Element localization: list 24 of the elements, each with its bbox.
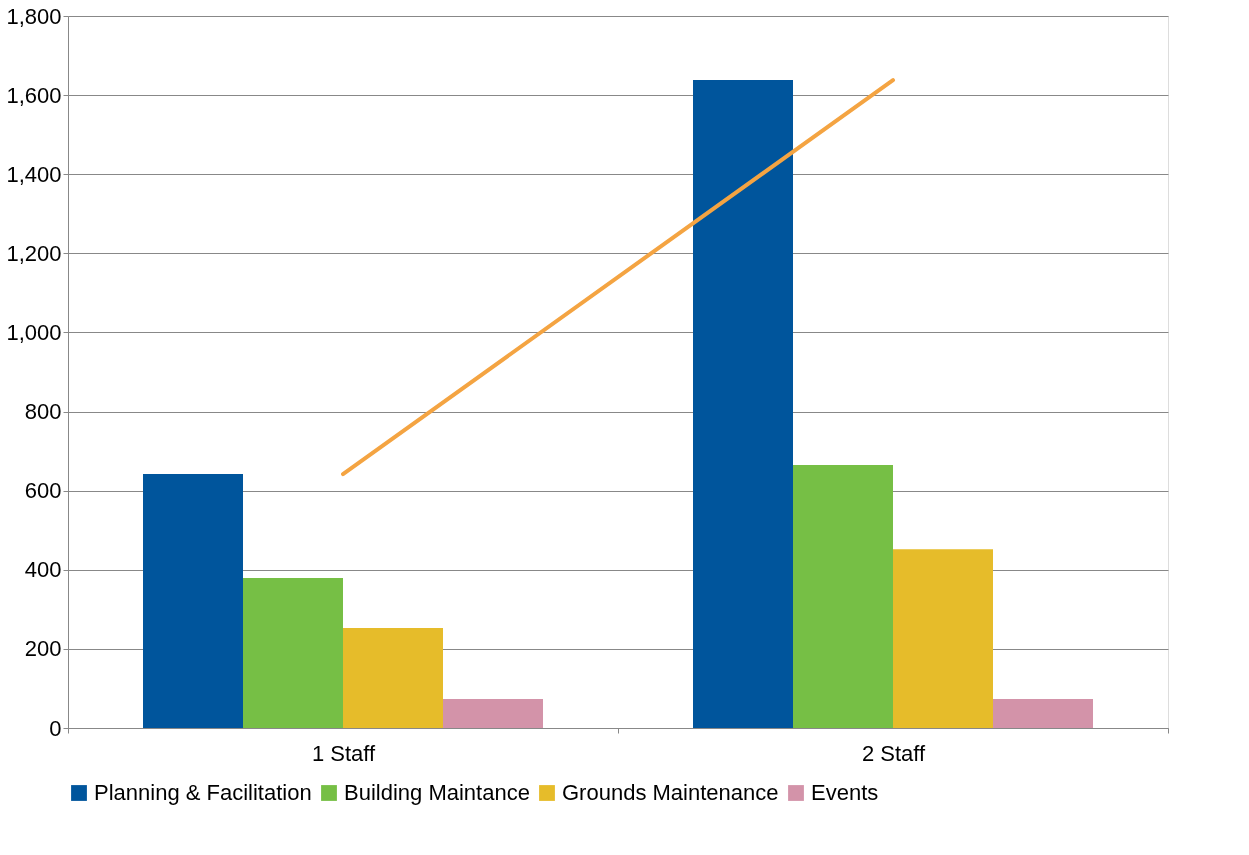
- bar: [143, 474, 243, 728]
- bar: [243, 578, 343, 728]
- y-tick-label: 1,800: [6, 3, 62, 29]
- x-tick-label: 1 Staff: [311, 740, 376, 766]
- y-tick-label: 600: [24, 478, 62, 504]
- x-tick-label: 2 Staff: [861, 740, 926, 766]
- legend-label: Events: [811, 780, 879, 805]
- bar: [993, 699, 1093, 728]
- legend-label: Building Maintance: [344, 780, 530, 805]
- bar: [893, 549, 993, 728]
- y-tick-label: 1,200: [6, 240, 62, 266]
- y-tick-label: 800: [24, 399, 62, 425]
- y-tick-label: 1,400: [6, 161, 62, 187]
- y-tick-label: 400: [24, 557, 62, 583]
- bar: [443, 699, 543, 728]
- y-tick-label: 0: [49, 715, 62, 741]
- y-tick-label: 1,000: [6, 319, 62, 345]
- y-tick-label: 200: [24, 636, 62, 662]
- legend-label: Planning & Facilitation: [94, 780, 312, 805]
- bar: [693, 80, 793, 728]
- bar: [343, 627, 443, 728]
- legend-label: Grounds Maintenance: [562, 780, 779, 805]
- bar: [793, 464, 893, 728]
- y-tick-label: 1,600: [6, 82, 62, 108]
